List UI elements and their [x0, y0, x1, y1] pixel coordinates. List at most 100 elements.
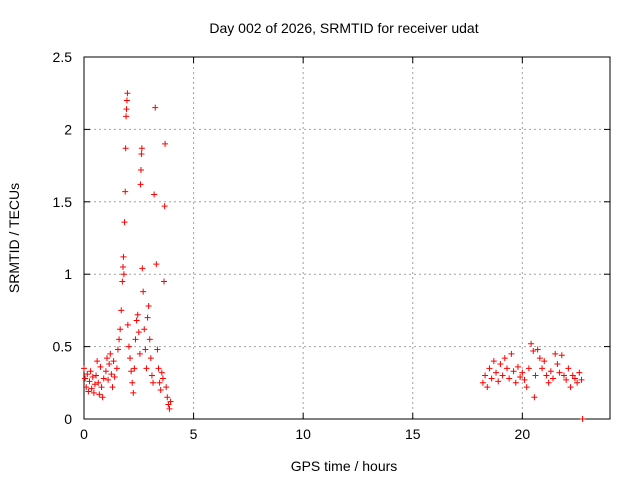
data-point — [495, 378, 502, 385]
data-point — [162, 140, 169, 147]
data-point — [84, 371, 91, 378]
data-point — [508, 350, 515, 357]
data-point — [550, 375, 557, 382]
data-point — [89, 374, 96, 381]
data-point — [90, 389, 97, 396]
x-tick-label: 15 — [405, 426, 421, 442]
data-point — [131, 365, 138, 372]
data-point — [114, 346, 121, 353]
data-point — [576, 369, 583, 376]
data-point — [138, 145, 145, 152]
data-point — [519, 369, 526, 376]
data-point — [122, 145, 129, 152]
data-point — [124, 321, 131, 328]
data-point — [132, 336, 139, 343]
data-point — [107, 350, 114, 357]
data-point — [104, 355, 111, 362]
data-point — [120, 271, 127, 278]
data-point — [484, 384, 491, 391]
data-point — [151, 191, 158, 198]
data-point — [578, 376, 585, 383]
data-point — [95, 379, 102, 386]
data-point — [130, 389, 137, 396]
y-tick-label: 0.5 — [53, 339, 73, 355]
data-point — [156, 379, 163, 386]
data-point — [523, 384, 530, 391]
data-point — [152, 104, 159, 111]
data-point — [83, 384, 90, 391]
data-point — [563, 376, 570, 383]
x-tick-label: 0 — [80, 426, 88, 442]
data-point — [121, 219, 128, 226]
data-point — [479, 379, 486, 386]
data-point — [517, 374, 524, 381]
data-point — [105, 376, 112, 383]
data-point — [141, 326, 148, 333]
data-point — [558, 352, 565, 359]
x-tick-label: 20 — [515, 426, 531, 442]
y-tick-label: 2 — [64, 121, 72, 137]
data-point — [499, 372, 506, 379]
data-point — [87, 368, 94, 375]
data-point — [144, 314, 151, 321]
data-point — [139, 265, 146, 272]
data-point — [111, 374, 118, 381]
plot-frame — [83, 56, 611, 420]
data-point — [138, 151, 145, 158]
data-point — [514, 363, 521, 370]
data-point — [96, 391, 103, 398]
data-point — [91, 381, 98, 388]
data-point — [82, 375, 89, 382]
data-point — [94, 358, 101, 365]
data-point — [506, 375, 513, 382]
data-point — [106, 360, 113, 367]
data-point — [574, 379, 581, 386]
data-point — [137, 181, 144, 188]
data-point — [140, 288, 147, 295]
data-point — [525, 365, 532, 372]
x-tick-label: 5 — [190, 426, 198, 442]
data-point — [113, 365, 120, 372]
data-point — [146, 336, 153, 343]
data-point — [541, 358, 548, 365]
data-point — [153, 261, 160, 268]
data-point — [512, 379, 519, 386]
data-point — [158, 369, 165, 376]
data-point — [123, 113, 130, 120]
data-point — [552, 350, 559, 357]
data-point — [543, 372, 550, 379]
data-point — [117, 326, 124, 333]
data-point — [93, 372, 100, 379]
axis-ticks — [83, 56, 610, 420]
data-point — [142, 346, 149, 353]
data-point — [148, 372, 155, 379]
data-point — [133, 317, 140, 324]
data-point — [567, 384, 574, 391]
data-point — [545, 379, 552, 386]
data-point — [556, 369, 563, 376]
data-point — [98, 384, 105, 391]
data-point — [137, 166, 144, 173]
data-point — [145, 303, 152, 310]
data-point — [143, 365, 150, 372]
data-point — [482, 372, 489, 379]
data-point — [88, 385, 95, 392]
data-point — [565, 365, 572, 372]
data-point — [123, 106, 130, 113]
data-point — [116, 336, 123, 343]
data-point — [135, 329, 142, 336]
data-point — [150, 379, 157, 386]
data-point — [164, 394, 171, 401]
data-point — [81, 365, 87, 372]
data-point — [166, 405, 173, 412]
data-point — [86, 378, 93, 385]
data-point — [157, 387, 164, 394]
data-point — [539, 365, 546, 372]
data-point — [125, 343, 132, 350]
data-point — [118, 307, 125, 314]
axis-tick-labels: 0 5 10 15 20 0 0.5 1 1.5 2 2.5 — [53, 49, 531, 442]
data-point — [108, 371, 115, 378]
y-tick-label: 2.5 — [53, 49, 73, 65]
data-point — [521, 376, 528, 383]
